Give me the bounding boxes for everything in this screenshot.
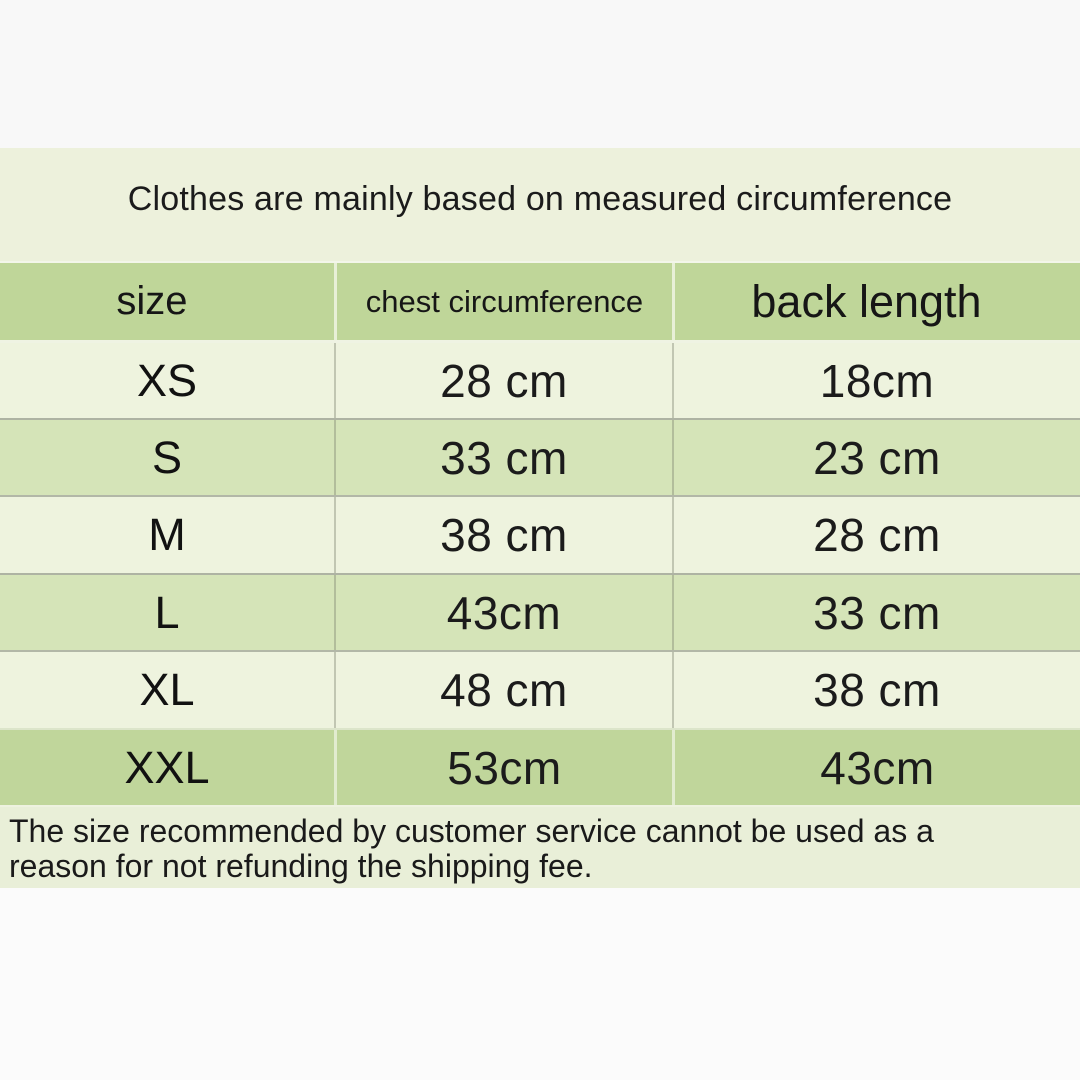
chart-title: Clothes are mainly based on measured cir… — [127, 180, 953, 218]
size-cell: XS — [136, 354, 198, 406]
size-cell: L — [154, 586, 180, 638]
top-margin — [0, 0, 1080, 148]
chest-cell: 53cm — [334, 730, 672, 805]
header-chest-circumference: chest circumference — [334, 263, 672, 340]
chest-cell: 33 cm — [334, 420, 672, 495]
size-cell: S — [151, 431, 182, 483]
table-row-xl: XL 48 cm 38 cm — [0, 650, 1080, 728]
header-back-length: back length — [672, 263, 1080, 340]
bottom-margin — [0, 888, 1080, 1080]
chest-cell: 28 cm — [334, 343, 672, 418]
size-cell: XL — [139, 664, 195, 715]
back-cell: 33 cm — [672, 575, 1080, 650]
table-row-s: S 33 cm 23 cm — [0, 418, 1080, 495]
title-band: Clothes are mainly based on measured cir… — [0, 148, 1080, 261]
footer-note-line-1: The size recommended by customer service… — [9, 813, 934, 849]
back-cell: 23 cm — [672, 420, 1080, 495]
chest-cell: 48 cm — [334, 652, 672, 728]
back-cell: 28 cm — [672, 497, 1080, 573]
footer-note: The size recommended by customer service… — [0, 805, 1080, 888]
size-cell: M — [148, 509, 186, 560]
back-cell: 18cm — [672, 343, 1080, 418]
size-cell: XXL — [124, 741, 210, 793]
header-size: size — [116, 279, 188, 323]
back-cell: 43cm — [672, 730, 1080, 805]
table-row-m: M 38 cm 28 cm — [0, 495, 1080, 573]
back-cell: 38 cm — [672, 652, 1080, 728]
footer-note-line-2: reason for not refunding the shipping fe… — [9, 848, 593, 884]
table-row-xxl: XXL 53cm 43cm — [0, 728, 1080, 805]
chest-cell: 38 cm — [334, 497, 672, 573]
table-header-row: size chest circumference back length — [0, 261, 1080, 340]
table-row-l: L 43cm 33 cm — [0, 573, 1080, 650]
table-row-xs: XS 28 cm 18cm — [0, 340, 1080, 418]
chest-cell: 43cm — [334, 575, 672, 650]
